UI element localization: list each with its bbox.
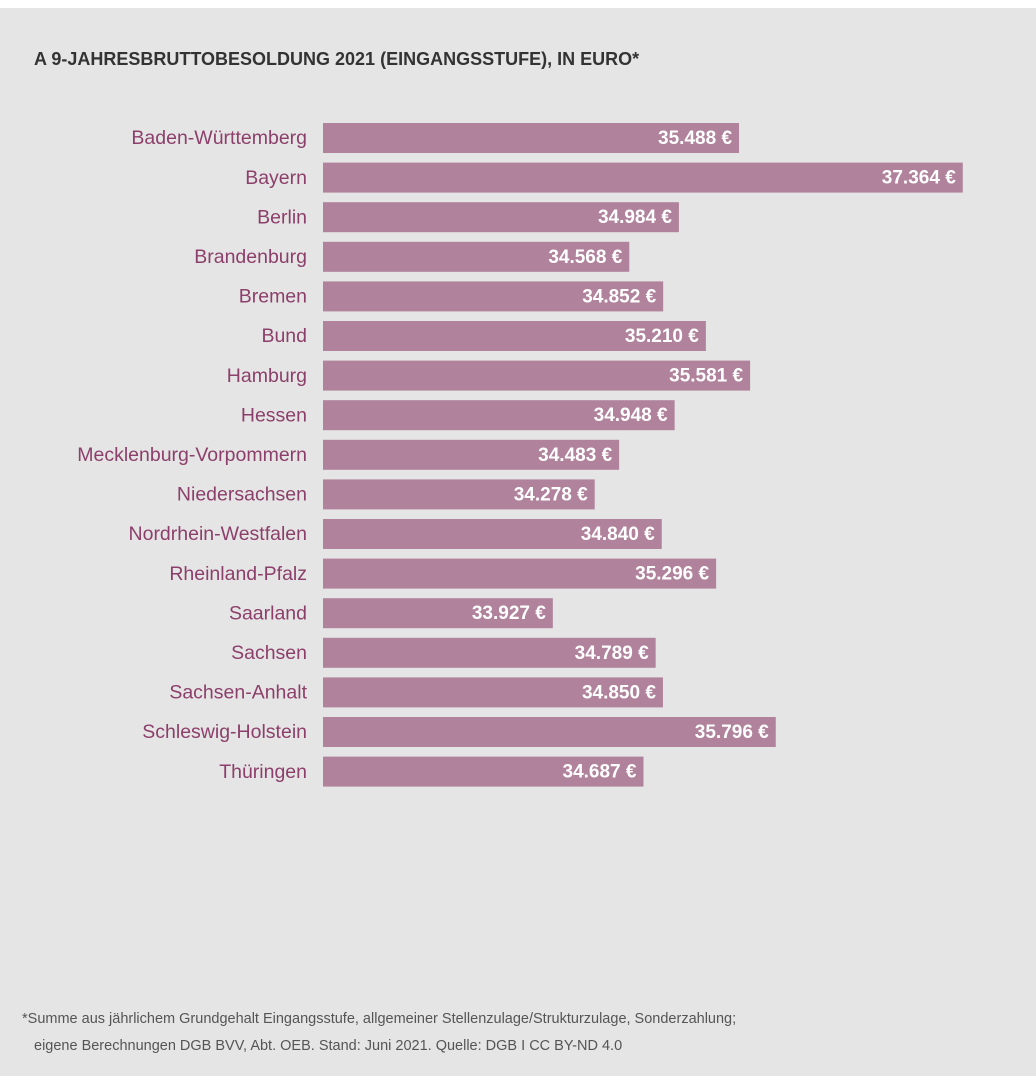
value-label: 34.852 € <box>582 286 656 307</box>
value-label: 35.581 € <box>669 366 743 387</box>
category-label: Thüringen <box>219 761 307 783</box>
category-label: Bremen <box>239 286 307 308</box>
bar <box>323 519 662 549</box>
bar <box>323 123 740 153</box>
category-label: Niedersachsen <box>177 484 307 506</box>
value-label: 34.483 € <box>538 445 612 466</box>
footnote: *Summe aus jährlichem Grundgehalt Eingan… <box>22 1011 736 1027</box>
footnote: eigene Berechnungen DGB BVV, Abt. OEB. S… <box>34 1038 622 1054</box>
category-label: Sachsen <box>231 642 307 664</box>
value-label: 35.796 € <box>695 722 769 743</box>
category-label: Saarland <box>229 602 307 624</box>
category-label: Bund <box>261 325 307 347</box>
category-label: Sachsen-Anhalt <box>169 682 307 704</box>
chart-title: A 9-JAHRESBRUTTOBESOLDUNG 2021 (EINGANGS… <box>34 49 639 69</box>
value-label: 34.568 € <box>548 247 622 268</box>
bar <box>323 637 656 668</box>
bar <box>323 439 620 470</box>
bar <box>323 360 751 391</box>
bar <box>323 479 595 510</box>
bar <box>323 162 963 193</box>
value-label: 34.984 € <box>598 207 672 228</box>
category-label: Berlin <box>257 206 307 228</box>
category-label: Hessen <box>241 404 307 426</box>
category-label: Bayern <box>245 167 307 189</box>
bar <box>323 756 644 787</box>
category-label: Schleswig-Holstein <box>142 721 307 743</box>
bar <box>323 558 717 589</box>
category-label: Rheinland-Pfalz <box>169 563 307 585</box>
bar <box>323 281 664 312</box>
category-label: Baden-Württemberg <box>131 127 307 149</box>
value-label: 37.364 € <box>882 168 956 189</box>
category-label: Mecklenburg-Vorpommern <box>77 444 307 466</box>
value-label: 34.850 € <box>582 682 656 703</box>
value-label: 35.488 € <box>658 128 732 149</box>
value-label: 35.210 € <box>625 326 699 347</box>
bar <box>323 241 630 272</box>
value-label: 34.687 € <box>563 762 637 783</box>
category-label: Hamburg <box>227 365 307 387</box>
value-label: 33.927 € <box>472 603 546 624</box>
value-label: 34.278 € <box>514 484 588 505</box>
value-label: 34.789 € <box>575 643 649 664</box>
category-label: Nordrhein-Westfalen <box>129 523 307 545</box>
bar <box>323 598 553 629</box>
category-label: Brandenburg <box>194 246 307 268</box>
value-label: 34.948 € <box>594 405 668 426</box>
bar <box>323 677 663 708</box>
value-label: 35.296 € <box>635 564 709 585</box>
bar <box>323 717 776 747</box>
bar <box>323 202 679 233</box>
value-label: 34.840 € <box>581 524 655 545</box>
bar <box>323 400 675 431</box>
bar <box>323 321 706 351</box>
